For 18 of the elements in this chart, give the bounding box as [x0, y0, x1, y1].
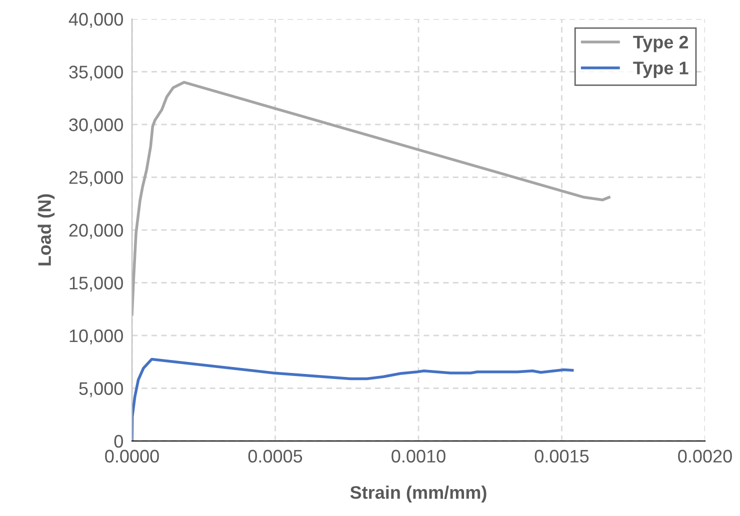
x-axis-title: Strain (mm/mm) — [350, 486, 486, 502]
x-tick-label: 0.0010 — [392, 450, 446, 463]
x-tick-label: 0.0020 — [678, 450, 732, 463]
y-tick-label: 15,000 — [70, 276, 123, 292]
x-tick-label: 0.0015 — [534, 450, 589, 463]
y-tick-label: 30,000 — [69, 118, 123, 134]
y-tick-label: 20,000 — [69, 224, 123, 239]
y-axis-title: Load (N) — [38, 194, 55, 266]
x-tick-label: 0.0005 — [248, 450, 302, 463]
x-tick-label: 0.0000 — [105, 450, 159, 463]
y-tick-label: 0 — [114, 434, 123, 448]
y-tick-label: 25,000 — [69, 171, 123, 186]
y-tick-label: 35,000 — [69, 66, 123, 81]
y-tick-label: 10,000 — [70, 329, 123, 344]
y-tick-label: 5,000 — [79, 382, 123, 398]
legend-label: Type 1 — [633, 62, 688, 78]
legend-label: Type 2 — [633, 36, 688, 52]
y-tick-label: 40,000 — [68, 12, 123, 28]
